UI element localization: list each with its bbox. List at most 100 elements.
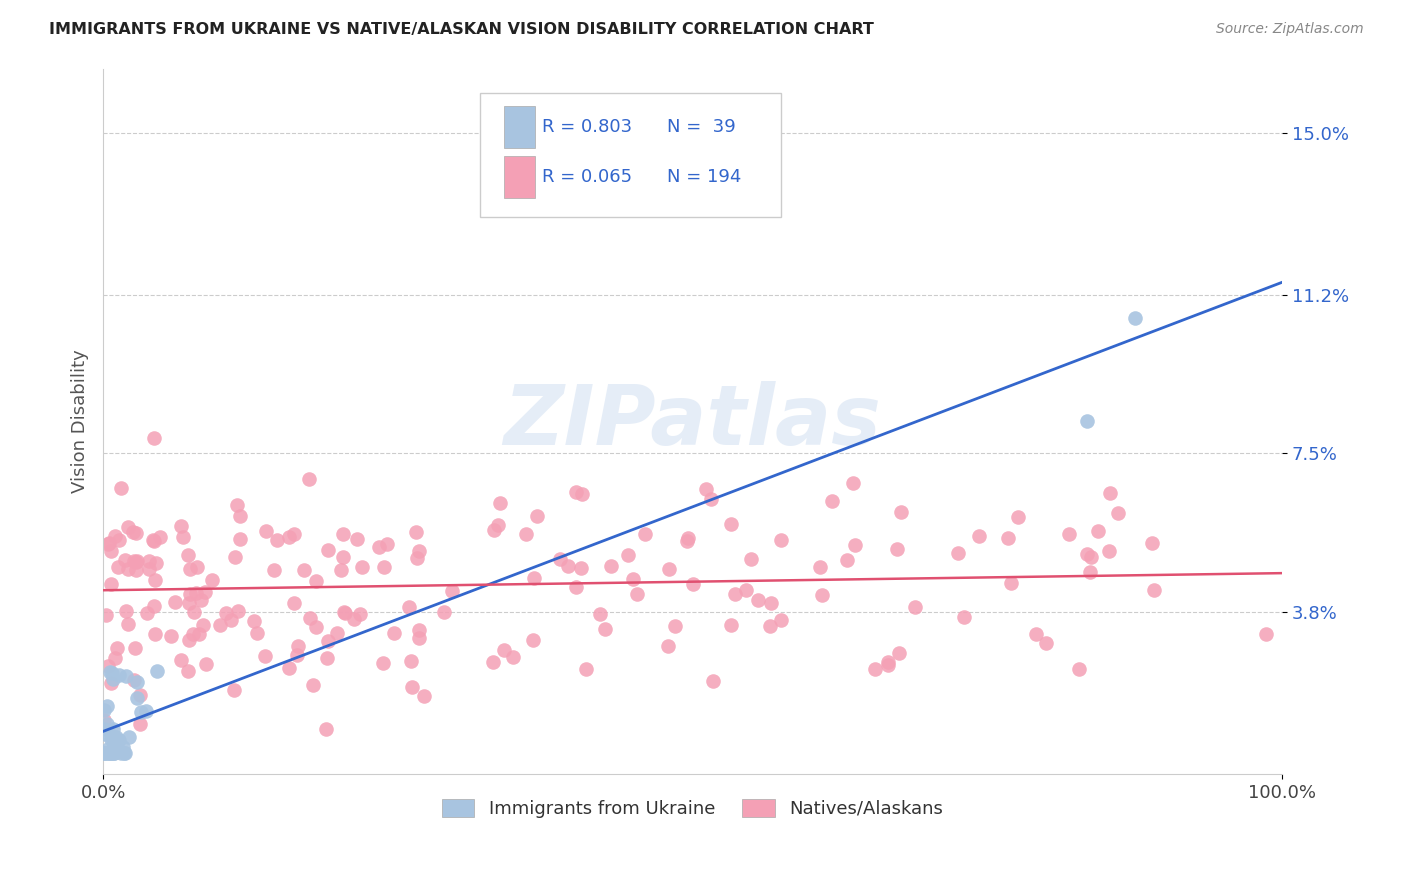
- Point: [221, 613, 243, 627]
- Point: [117, 520, 139, 534]
- Point: [401, 680, 423, 694]
- Point: [398, 600, 420, 615]
- Point: [100, 676, 122, 690]
- Point: [170, 653, 193, 667]
- Point: [224, 550, 246, 565]
- Point: [969, 528, 991, 542]
- Point: [93, 746, 115, 760]
- Point: [201, 573, 224, 587]
- Point: [841, 475, 863, 490]
- Point: [146, 664, 169, 678]
- Point: [107, 560, 129, 574]
- Point: [98, 746, 121, 760]
- Point: [97, 746, 120, 760]
- Point: [371, 656, 394, 670]
- Point: [332, 527, 354, 541]
- Point: [108, 733, 131, 747]
- Point: [1069, 662, 1091, 676]
- Point: [368, 540, 391, 554]
- Point: [758, 618, 780, 632]
- Point: [405, 550, 427, 565]
- Point: [835, 553, 858, 567]
- Point: [735, 583, 758, 598]
- Point: [127, 690, 149, 705]
- Point: [96, 741, 118, 756]
- Point: [1140, 536, 1163, 550]
- Point: [110, 481, 132, 495]
- Point: [110, 746, 132, 760]
- Point: [186, 560, 208, 574]
- Point: [138, 554, 160, 568]
- Point: [1123, 311, 1146, 326]
- Point: [720, 516, 742, 531]
- Point: [145, 556, 167, 570]
- Point: [101, 729, 124, 743]
- Point: [103, 746, 125, 760]
- Point: [229, 509, 252, 524]
- Point: [117, 562, 139, 576]
- Point: [1057, 526, 1080, 541]
- Point: [408, 544, 430, 558]
- Point: [143, 533, 166, 548]
- Point: [408, 631, 430, 645]
- Point: [98, 746, 121, 760]
- Point: [177, 633, 200, 648]
- Point: [122, 553, 145, 567]
- Point: [375, 537, 398, 551]
- Point: [346, 533, 368, 547]
- Point: [194, 585, 217, 599]
- Point: [298, 611, 321, 625]
- Point: [886, 541, 908, 556]
- Text: N = 194: N = 194: [666, 168, 741, 186]
- Point: [301, 677, 323, 691]
- Point: [399, 654, 422, 668]
- Point: [94, 608, 117, 623]
- Point: [177, 664, 200, 678]
- Point: [100, 732, 122, 747]
- Point: [759, 596, 782, 610]
- Point: [1256, 627, 1278, 641]
- Point: [283, 526, 305, 541]
- Point: [125, 563, 148, 577]
- Point: [160, 629, 183, 643]
- Point: [298, 471, 321, 485]
- Point: [889, 646, 911, 660]
- Point: [433, 606, 456, 620]
- Point: [877, 658, 900, 673]
- Point: [1025, 627, 1047, 641]
- Point: [100, 544, 122, 558]
- Point: [96, 716, 118, 731]
- Point: [228, 604, 250, 618]
- Point: [191, 617, 214, 632]
- Point: [101, 746, 124, 760]
- Point: [571, 487, 593, 501]
- Point: [526, 508, 548, 523]
- Point: [877, 655, 900, 669]
- Point: [107, 668, 129, 682]
- Point: [125, 556, 148, 570]
- Point: [599, 558, 621, 573]
- Point: [100, 665, 122, 680]
- Point: [569, 560, 592, 574]
- Point: [494, 643, 516, 657]
- Point: [209, 617, 232, 632]
- Point: [1107, 506, 1129, 520]
- Point: [179, 562, 201, 576]
- Point: [135, 606, 157, 620]
- Point: [413, 689, 436, 703]
- Point: [105, 641, 128, 656]
- Point: [326, 626, 349, 640]
- Point: [285, 648, 308, 662]
- Point: [564, 484, 586, 499]
- Point: [1080, 549, 1102, 564]
- Legend: Immigrants from Ukraine, Natives/Alaskans: Immigrants from Ukraine, Natives/Alaskan…: [434, 791, 950, 825]
- Point: [143, 599, 166, 613]
- Point: [190, 593, 212, 607]
- Point: [515, 527, 537, 541]
- Text: R = 0.065: R = 0.065: [541, 168, 631, 186]
- Point: [143, 626, 166, 640]
- Point: [135, 704, 157, 718]
- Point: [343, 612, 366, 626]
- Point: [676, 534, 699, 549]
- Point: [107, 533, 129, 548]
